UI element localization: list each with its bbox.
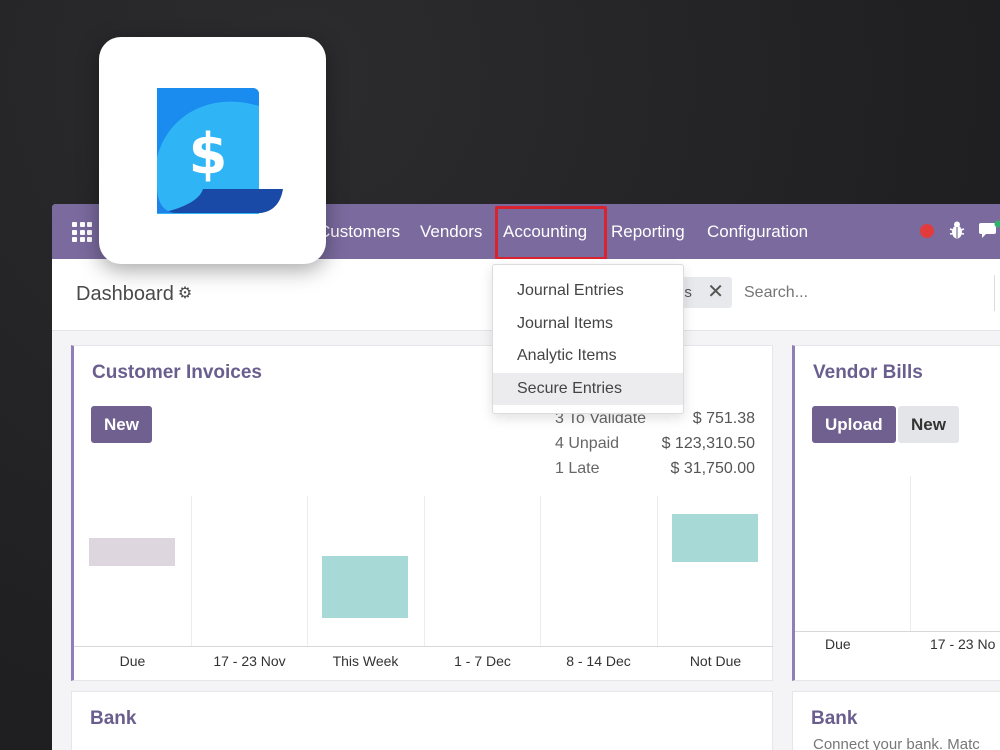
chart-category-label: Not Due (689, 653, 742, 669)
menu-item-secure-entries[interactable]: Secure Entries (493, 372, 683, 405)
record-indicator-icon[interactable] (920, 224, 934, 238)
vendor-bills-title[interactable]: Vendor Bills (813, 362, 923, 383)
upload-bill-button[interactable]: Upload (812, 406, 896, 443)
svg-text:$: $ (189, 122, 228, 187)
breadcrumb: Dashboard ⚙ (76, 283, 192, 306)
stat-unpaid-value: $ 123,310.50 (661, 435, 755, 452)
chart-gridline (191, 496, 192, 646)
chart-gridline (424, 496, 425, 646)
stat-to-validate-value: $ 751.38 (692, 410, 755, 427)
nav-accounting[interactable]: Accounting (503, 222, 588, 241)
bank-right-title[interactable]: Bank (811, 708, 858, 729)
search-divider (994, 275, 995, 311)
chart-category-label: 8 - 14 Dec (566, 653, 631, 669)
chart-baseline (74, 646, 773, 647)
stat-late-value: $ 31,750.00 (670, 460, 755, 477)
customer-invoices-card: Customer Invoices New 3 To Validate $ 75… (71, 345, 773, 681)
bank-title[interactable]: Bank (90, 708, 137, 729)
chat-icon[interactable] (979, 220, 1000, 240)
menu-item-journal-items[interactable]: Journal Items (517, 314, 614, 332)
accounting-dropdown-menu: Journal Entries Journal Items Analytic I… (492, 264, 684, 414)
chart-category-label: 1 - 7 Dec (454, 653, 511, 669)
invoice-dollar-icon: $ (157, 88, 283, 214)
stat-unpaid-label[interactable]: 4 Unpaid (555, 435, 620, 452)
new-invoice-button[interactable]: New (91, 406, 152, 443)
chart-category-label: Due (119, 653, 146, 669)
bank-card: Bank (71, 691, 773, 750)
chart-gridline (307, 496, 308, 646)
chart-gridline (657, 496, 658, 646)
vendor-chart-gridline (910, 476, 911, 631)
chart-bar[interactable] (322, 556, 408, 618)
vendor-chart-baseline (795, 631, 1000, 632)
nav-reporting[interactable]: Reporting (611, 222, 685, 241)
search-input[interactable] (736, 275, 1000, 311)
chart-bar[interactable] (672, 514, 758, 562)
vendor-bills-card: Vendor Bills Upload New Due 17 - 23 No (792, 345, 1000, 681)
customer-invoices-title[interactable]: Customer Invoices (92, 362, 262, 383)
vendor-chart-label: Due (825, 636, 851, 652)
menu-item-analytic-items[interactable]: Analytic Items (517, 347, 617, 364)
remove-facet-icon[interactable]: ✕ (707, 281, 724, 303)
accounting-highlight-box (495, 206, 607, 260)
customer-invoices-chart[interactable]: Due 17 - 23 Nov This Week 1 - 7 Dec 8 - 14 D… (74, 496, 773, 681)
page-title: Dashboard (76, 283, 174, 305)
apps-grid-icon[interactable] (72, 222, 92, 242)
chart-category-label: This Week (332, 653, 399, 669)
nav-vendors[interactable]: Vendors (420, 222, 483, 241)
new-bill-button[interactable]: New (898, 406, 959, 443)
stat-late-label[interactable]: 1 Late (555, 460, 600, 477)
vendor-chart-label: 17 - 23 No (930, 636, 996, 652)
debug-bug-icon[interactable] (949, 220, 965, 240)
chart-gridline (540, 496, 541, 646)
bank-card-right: Bank Connect your bank. Matc (792, 691, 1000, 750)
nav-configuration[interactable]: Configuration (707, 222, 809, 241)
chart-bar[interactable] (89, 538, 175, 567)
menu-item-journal-entries[interactable]: Journal Entries (517, 282, 624, 299)
bank-right-subtitle: Connect your bank. Matc (813, 736, 980, 750)
stat-to-validate-label[interactable]: 3 To Validate (555, 410, 647, 427)
gear-icon[interactable]: ⚙ (177, 285, 193, 302)
chart-category-label: 17 - 23 Nov (213, 653, 286, 669)
nav-customers[interactable]: Customers (318, 222, 401, 241)
accounting-app-logo: $ (99, 37, 326, 264)
